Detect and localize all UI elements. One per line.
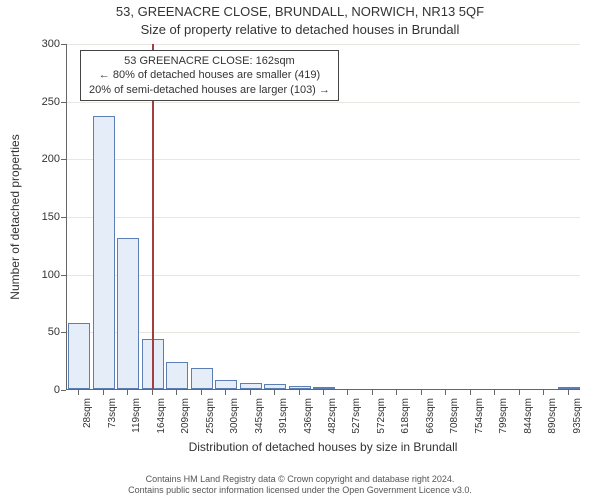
x-tick-label: 890sqm (547, 398, 558, 434)
chart-subtitle: Size of property relative to detached ho… (0, 22, 600, 37)
bar (289, 386, 311, 389)
x-tick-mark (568, 390, 569, 395)
x-axis-label: Distribution of detached houses by size … (66, 440, 580, 454)
page-title: 53, GREENACRE CLOSE, BRUNDALL, NORWICH, … (0, 4, 600, 19)
y-tick-label: 200 (10, 153, 60, 165)
chart-page: 53, GREENACRE CLOSE, BRUNDALL, NORWICH, … (0, 0, 600, 500)
x-tick-mark (78, 390, 79, 395)
info-box: 53 GREENACRE CLOSE: 162sqm ← 80% of deta… (80, 50, 339, 101)
x-tick-label: 391sqm (278, 398, 289, 434)
x-tick-mark (103, 390, 104, 395)
y-tick-mark (61, 217, 66, 218)
y-tick-label: 300 (10, 38, 60, 50)
x-tick-label: 754sqm (474, 398, 485, 434)
x-tick-mark (201, 390, 202, 395)
x-tick-label: 799sqm (498, 398, 509, 434)
x-tick-label: 436sqm (303, 398, 314, 434)
y-tick-label: 0 (10, 384, 60, 396)
x-tick-mark (347, 390, 348, 395)
y-tick-mark (61, 102, 66, 103)
x-tick-mark (519, 390, 520, 395)
x-tick-label: 345sqm (254, 398, 265, 434)
x-tick-mark (225, 390, 226, 395)
bar (93, 116, 115, 389)
x-tick-label: 708sqm (449, 398, 460, 434)
y-tick-mark (61, 44, 66, 45)
x-tick-mark (445, 390, 446, 395)
x-tick-mark (396, 390, 397, 395)
bar (166, 362, 188, 389)
x-tick-label: 663sqm (425, 398, 436, 434)
footer: Contains HM Land Registry data © Crown c… (0, 474, 600, 497)
x-tick-mark (299, 390, 300, 395)
x-tick-label: 73sqm (107, 398, 118, 428)
bar (264, 384, 286, 389)
bar (313, 387, 335, 389)
x-tick-label: 618sqm (400, 398, 411, 434)
bar (117, 238, 139, 389)
bar (240, 383, 262, 389)
x-tick-mark (372, 390, 373, 395)
y-tick-mark (61, 159, 66, 160)
bar (215, 380, 237, 389)
x-tick-label: 164sqm (156, 398, 167, 434)
gridline (67, 102, 580, 103)
info-line-2: ← 80% of detached houses are smaller (41… (89, 68, 330, 82)
gridline (67, 332, 580, 333)
gridline (67, 217, 580, 218)
x-tick-mark (127, 390, 128, 395)
x-tick-label: 572sqm (376, 398, 387, 434)
x-tick-mark (470, 390, 471, 395)
info-line-1: 53 GREENACRE CLOSE: 162sqm (89, 54, 330, 68)
bar (191, 368, 213, 389)
gridline (67, 275, 580, 276)
x-tick-label: 844sqm (523, 398, 534, 434)
x-tick-label: 300sqm (229, 398, 240, 434)
footer-line-1: Contains HM Land Registry data © Crown c… (0, 474, 600, 485)
x-tick-mark (494, 390, 495, 395)
x-tick-label: 527sqm (351, 398, 362, 434)
y-tick-label: 250 (10, 96, 60, 108)
x-tick-label: 935sqm (572, 398, 583, 434)
x-tick-mark (176, 390, 177, 395)
x-tick-mark (543, 390, 544, 395)
footer-line-2: Contains public sector information licen… (0, 485, 600, 496)
y-tick-mark (61, 332, 66, 333)
x-tick-label: 28sqm (82, 398, 93, 428)
gridline (67, 44, 580, 45)
x-tick-mark (152, 390, 153, 395)
x-tick-mark (323, 390, 324, 395)
y-tick-mark (61, 390, 66, 391)
x-tick-mark (421, 390, 422, 395)
x-tick-label: 482sqm (327, 398, 338, 434)
y-tick-mark (61, 275, 66, 276)
x-tick-label: 209sqm (180, 398, 191, 434)
y-tick-label: 100 (10, 269, 60, 281)
x-tick-label: 119sqm (131, 398, 142, 433)
x-tick-mark (274, 390, 275, 395)
bar (68, 323, 90, 389)
x-tick-label: 255sqm (205, 398, 216, 434)
bar (558, 387, 580, 389)
gridline (67, 159, 580, 160)
y-tick-label: 150 (10, 211, 60, 223)
y-tick-label: 50 (10, 326, 60, 338)
x-tick-mark (250, 390, 251, 395)
info-line-3: 20% of semi-detached houses are larger (… (89, 83, 330, 97)
